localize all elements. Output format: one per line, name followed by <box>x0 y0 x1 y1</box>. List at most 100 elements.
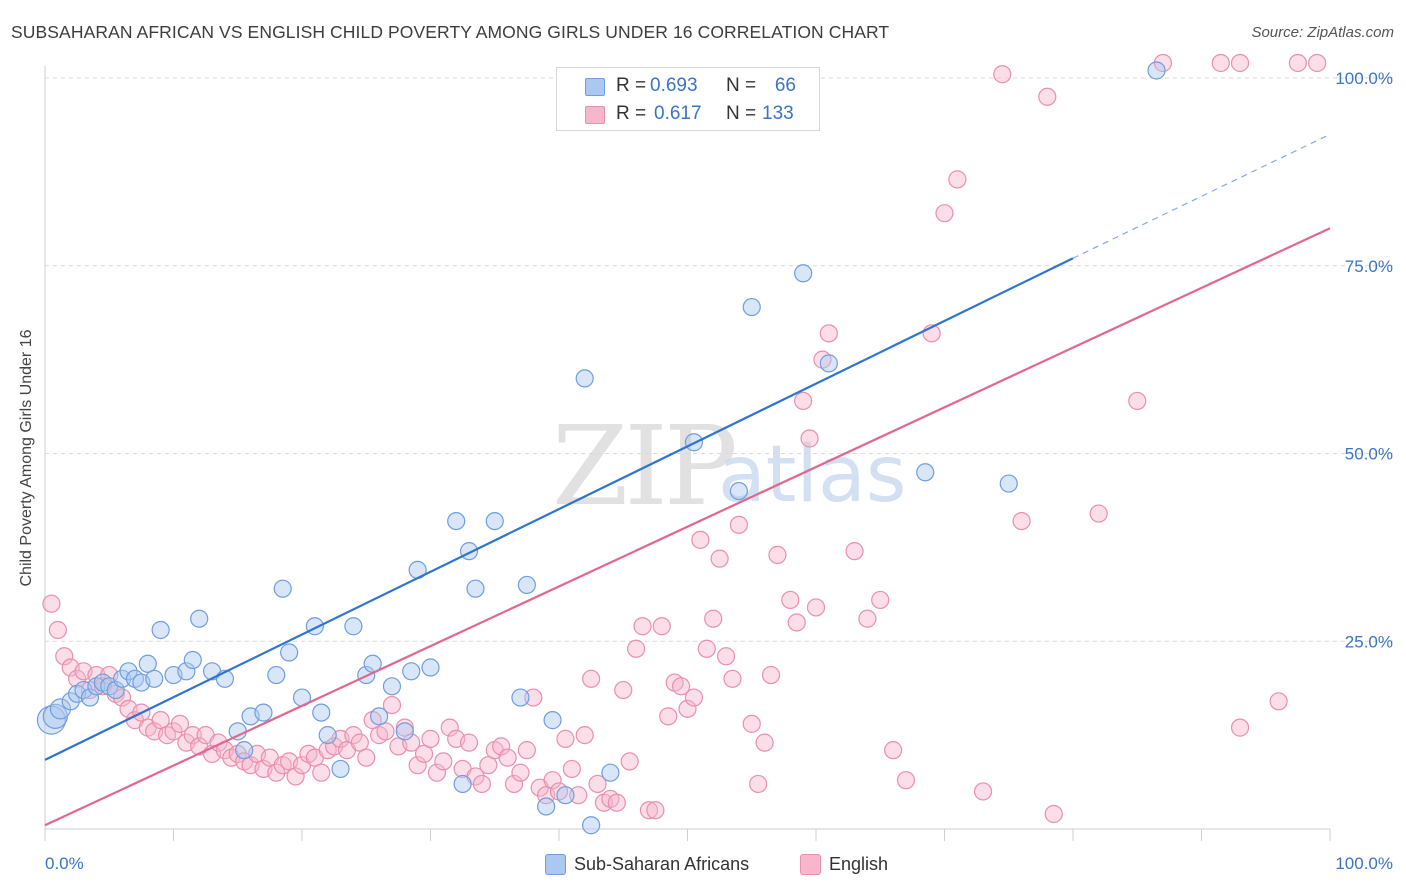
data-point-sub-saharan <box>916 463 935 482</box>
data-point-english <box>768 545 787 564</box>
n-value: 66 <box>774 75 796 96</box>
data-point-sub-saharan <box>280 643 299 662</box>
legend-label-english: English <box>829 854 889 874</box>
data-point-english <box>55 647 74 666</box>
x-tick-label: 0.0% <box>45 854 84 873</box>
data-point-sub-saharan <box>485 511 504 531</box>
data-point-sub-saharan <box>80 688 100 707</box>
data-point-english <box>1128 391 1147 411</box>
data-point-english <box>472 774 491 794</box>
data-point-sub-saharan <box>318 726 337 745</box>
data-point-sub-saharan <box>151 620 170 640</box>
data-point-english <box>691 530 710 549</box>
data-point-english <box>607 793 626 812</box>
data-point-sub-saharan <box>556 786 575 805</box>
data-point-english <box>42 594 61 613</box>
r-label: R = <box>616 103 647 124</box>
data-point-sub-saharan <box>742 297 761 317</box>
data-point-english <box>562 759 581 779</box>
data-point-english <box>704 609 723 628</box>
y-tick-label: 100.0% <box>1335 69 1393 88</box>
data-point-english <box>511 763 530 782</box>
data-point-sub-saharan <box>370 707 389 726</box>
r-label: R = <box>616 75 647 96</box>
sub-saharan-swatch <box>585 78 605 96</box>
data-point-english <box>575 726 594 745</box>
data-point-english <box>806 598 826 617</box>
data-point-english <box>151 711 170 730</box>
data-point-english <box>1089 504 1108 523</box>
data-point-english <box>48 620 67 640</box>
r-value: 0.617 <box>654 103 702 124</box>
n-value: 133 <box>762 103 794 124</box>
y-tick-label: 50.0% <box>1345 445 1393 464</box>
data-point-english <box>755 733 774 752</box>
data-point-english <box>524 688 543 707</box>
data-point-english <box>459 733 479 752</box>
data-point-english <box>170 714 190 733</box>
data-point-english <box>382 695 402 715</box>
n-label: N = <box>726 103 757 124</box>
data-point-sub-saharan <box>575 369 594 388</box>
data-point-english <box>973 782 993 801</box>
trendline-english <box>44 227 1331 827</box>
data-point-sub-saharan <box>61 692 80 711</box>
data-point-english <box>626 639 646 658</box>
data-point-sub-saharan <box>421 658 440 677</box>
data-point-english <box>761 665 781 685</box>
data-point-english <box>498 748 517 767</box>
data-point-english <box>871 590 890 610</box>
data-point-english <box>504 774 524 794</box>
legend-swatch-english <box>800 854 821 875</box>
stats-row-english: R = 0.617 N = 133 <box>557 99 819 129</box>
data-point-english <box>556 729 575 748</box>
data-point-english <box>845 542 864 561</box>
data-point-english <box>569 786 588 805</box>
data-point-sub-saharan <box>177 662 196 681</box>
data-point-english <box>1288 53 1307 73</box>
data-point-english <box>749 774 768 794</box>
data-point-english <box>517 741 536 760</box>
data-point-english <box>659 707 678 726</box>
data-point-sub-saharan <box>119 662 138 681</box>
data-point-english <box>267 763 286 782</box>
data-point-english <box>710 549 729 568</box>
data-point-sub-saharan <box>331 759 350 779</box>
data-point-english <box>421 729 440 748</box>
data-point-english <box>1038 87 1057 106</box>
data-point-english <box>408 756 427 775</box>
data-point-english <box>614 680 633 700</box>
data-point-english <box>883 741 903 760</box>
data-point-english <box>697 639 716 658</box>
data-point-english <box>729 515 749 534</box>
data-point-english <box>1153 53 1173 73</box>
data-point-sub-saharan <box>112 669 132 688</box>
data-point-english <box>1211 53 1230 73</box>
data-point-english <box>935 204 954 223</box>
data-point-english <box>286 767 305 786</box>
english-swatch <box>585 106 605 124</box>
data-point-english <box>344 726 363 745</box>
data-point-sub-saharan <box>729 481 749 501</box>
legend-label-sub-saharan: Sub-Saharan Africans <box>574 854 750 874</box>
data-point-english <box>858 609 877 628</box>
data-point-sub-saharan <box>235 741 254 760</box>
data-point-english <box>582 669 601 688</box>
legend: Sub-Saharan Africans English <box>0 852 1406 878</box>
data-point-english <box>794 391 813 411</box>
data-point-sub-saharan <box>402 662 421 681</box>
data-point-sub-saharan <box>1147 61 1166 80</box>
data-point-sub-saharan <box>466 579 485 598</box>
data-point-sub-saharan <box>601 763 620 782</box>
data-point-english <box>183 726 202 745</box>
data-point-english <box>376 722 395 741</box>
data-point-sub-saharan <box>312 703 331 722</box>
data-point-english <box>68 669 87 688</box>
data-point-english <box>543 771 562 790</box>
data-point-english <box>312 763 331 782</box>
data-point-sub-saharan <box>453 774 472 794</box>
data-point-english <box>479 756 498 775</box>
data-point-english <box>723 669 742 688</box>
legend-swatch-sub-saharan <box>545 854 566 875</box>
